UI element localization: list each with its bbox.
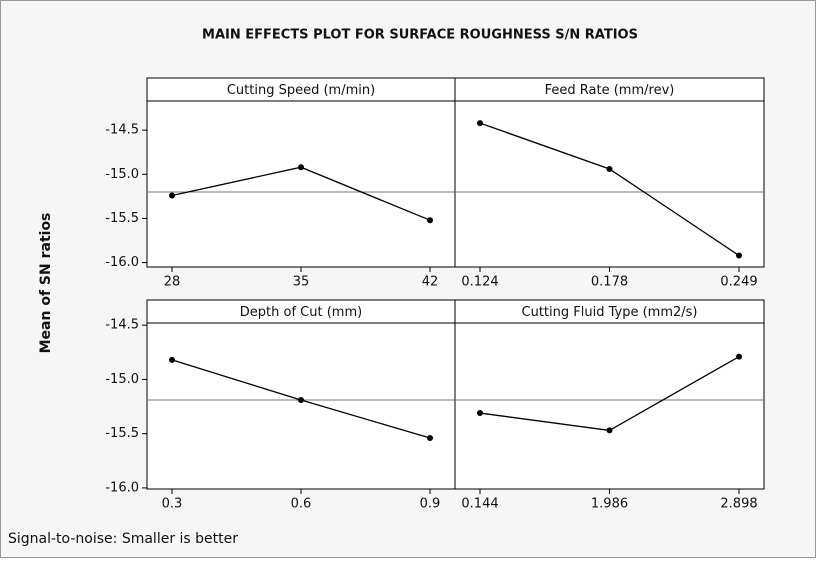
panel-strip [454,77,765,102]
x-tick-label: 28 [164,275,181,290]
panel [454,322,765,490]
panel-title: Feed Rate (mm/rev) [545,83,675,98]
chart-title: MAIN EFFECTS PLOT FOR SURFACE ROUGHNESS … [202,28,638,43]
y-tick-label: -15.0 [105,372,139,387]
point [736,353,742,360]
x-tick-label: 35 [293,275,310,290]
point [169,192,175,199]
panel [146,100,456,268]
point [606,165,613,172]
y-tick-label: -16.0 [105,480,139,495]
point [477,410,483,417]
point [477,120,483,127]
y-tick-label: -15.5 [105,426,139,441]
footnote: Signal-to-noise: Smaller is better [8,531,238,547]
x-tick-label: 0.6 [291,497,312,512]
panel-title: Cutting Fluid Type (mm2/s) [522,305,698,320]
point [427,435,433,442]
y-axis-label: Mean of SN ratios [38,213,54,354]
y-tick-label: -16.0 [105,255,139,270]
point [606,427,613,434]
point [169,356,175,363]
panel-title: Cutting Speed (m/min) [227,83,375,98]
x-tick-label: 0.3 [162,497,183,512]
y-tick-label: -15.0 [105,167,139,182]
y-tick-label: -14.5 [105,318,139,333]
point [427,217,433,224]
panel-title: Depth of Cut (mm) [240,305,362,320]
point [298,397,304,404]
point [298,164,304,171]
y-tick-label: -14.5 [105,123,139,138]
panel [454,100,765,268]
x-tick-label: 2.898 [720,497,757,512]
panel [146,322,456,490]
y-tick-label: -15.5 [105,211,139,226]
panel-strip [454,299,765,324]
x-tick-label: 0.249 [720,275,757,290]
x-tick-label: 1.986 [591,497,628,512]
x-tick-label: 0.9 [420,497,441,512]
x-tick-label: 0.124 [461,275,498,290]
x-tick-label: 0.178 [591,275,628,290]
point [736,252,742,259]
x-tick-label: 0.144 [461,497,498,512]
x-tick-label: 42 [422,275,439,290]
